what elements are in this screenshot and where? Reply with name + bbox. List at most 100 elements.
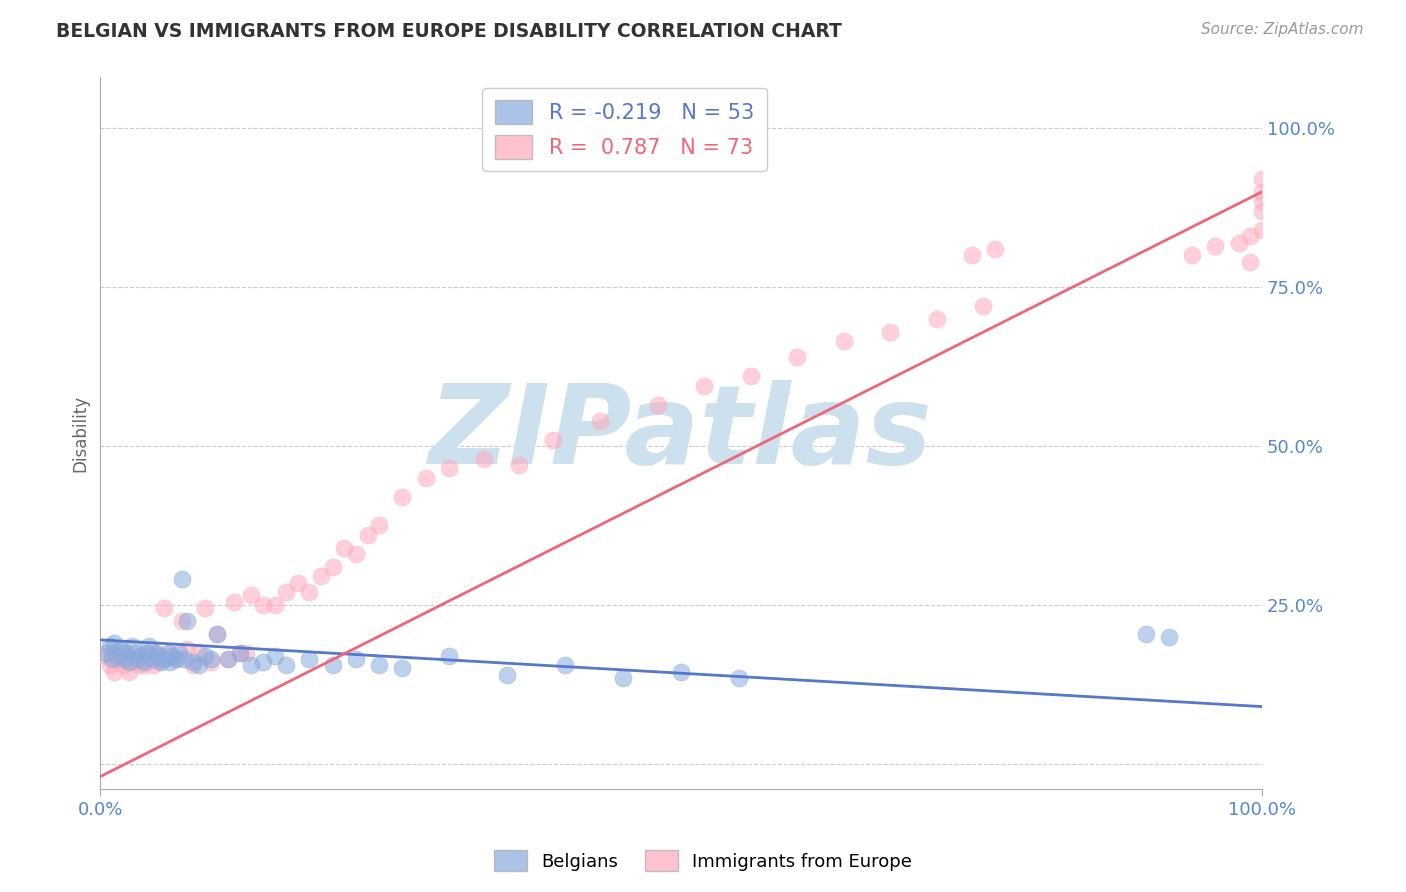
Point (240, 658, 263, 673)
Point (134, 658, 156, 673)
Point (276, 585, 298, 599)
Point (173, 652, 195, 666)
Point (391, 661, 413, 675)
Point (344, 652, 367, 666)
Point (121, 639, 143, 653)
Point (124, 646, 146, 660)
Point (1239, 254, 1261, 268)
Point (112, 652, 135, 666)
Point (925, 312, 948, 326)
Point (176, 614, 198, 628)
Point (1181, 248, 1204, 262)
Point (1227, 235, 1250, 250)
Point (728, 671, 751, 685)
Point (188, 658, 211, 673)
Point (153, 601, 176, 615)
Point (101, 652, 124, 666)
Point (205, 626, 228, 640)
Point (344, 547, 367, 561)
Point (181, 655, 204, 669)
Text: ZIPatlas: ZIPatlas (429, 380, 934, 487)
Point (1239, 229, 1261, 244)
Point (124, 655, 146, 669)
Point (415, 471, 437, 485)
Point (129, 652, 152, 666)
Point (1204, 239, 1226, 253)
Text: BELGIAN VS IMMIGRANTS FROM EUROPE DISABILITY CORRELATION CHART: BELGIAN VS IMMIGRANTS FROM EUROPE DISABI… (56, 22, 842, 41)
Point (309, 569, 332, 583)
Point (170, 573, 193, 587)
Point (129, 648, 152, 663)
Point (1251, 185, 1274, 199)
Point (145, 646, 167, 660)
Point (118, 655, 141, 669)
Point (145, 646, 167, 660)
Point (1251, 203, 1274, 218)
Point (115, 646, 138, 660)
Point (252, 655, 274, 669)
Point (612, 671, 634, 685)
Point (159, 646, 181, 660)
Text: Source: ZipAtlas.com: Source: ZipAtlas.com (1201, 22, 1364, 37)
Point (169, 646, 191, 660)
Point (879, 325, 901, 339)
Point (127, 652, 149, 666)
Point (252, 598, 274, 612)
Point (170, 614, 193, 628)
Point (298, 652, 321, 666)
Point (240, 588, 263, 602)
Point (165, 652, 187, 666)
Point (121, 652, 143, 666)
Legend: R = -0.219   N = 53, R =  0.787   N = 73: R = -0.219 N = 53, R = 0.787 N = 73 (482, 87, 766, 171)
Point (200, 655, 222, 669)
Point (159, 655, 181, 669)
Point (107, 648, 129, 663)
Point (156, 646, 179, 660)
Point (149, 655, 172, 669)
Point (148, 648, 170, 663)
Point (983, 242, 1005, 256)
Point (1251, 172, 1274, 186)
Point (693, 378, 716, 392)
Point (98, 639, 121, 653)
Point (972, 299, 994, 313)
Point (138, 639, 160, 653)
Point (142, 652, 165, 666)
Point (1251, 194, 1274, 209)
Point (205, 626, 228, 640)
Point (276, 658, 298, 673)
Point (1135, 626, 1157, 640)
Point (1157, 630, 1180, 644)
Point (368, 658, 391, 673)
Point (107, 652, 129, 666)
Point (263, 648, 285, 663)
Point (135, 646, 157, 660)
Point (647, 398, 669, 412)
Point (134, 655, 156, 669)
Point (554, 658, 576, 673)
Point (96, 646, 118, 660)
Point (142, 658, 165, 673)
Point (472, 451, 495, 466)
Point (103, 636, 125, 650)
Point (669, 665, 692, 679)
Point (101, 646, 124, 660)
Point (138, 652, 160, 666)
Point (229, 646, 252, 660)
Point (322, 559, 344, 574)
Point (165, 652, 187, 666)
Point (589, 414, 612, 428)
Point (112, 658, 135, 673)
Point (153, 652, 176, 666)
Point (194, 601, 217, 615)
Point (194, 648, 217, 663)
Point (437, 461, 460, 475)
Point (235, 646, 257, 660)
Point (162, 648, 184, 663)
Point (217, 652, 239, 666)
Y-axis label: Disability: Disability (72, 395, 89, 472)
Point (181, 658, 204, 673)
Point (543, 433, 565, 447)
Point (188, 646, 211, 660)
Point (391, 490, 413, 504)
